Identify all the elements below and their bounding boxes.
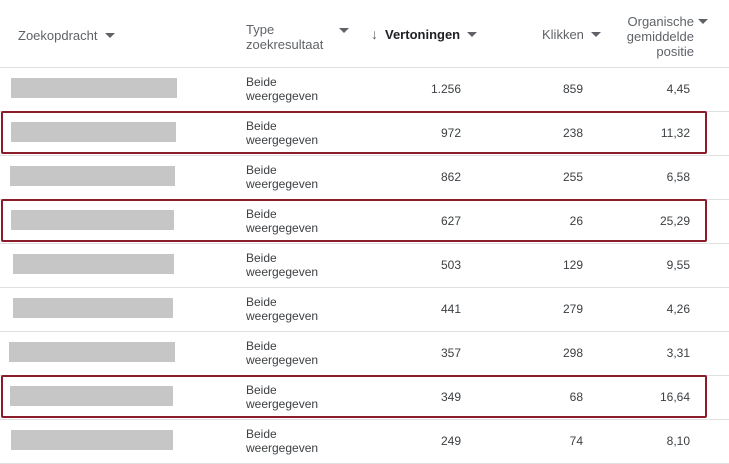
column-header-query-label: Zoekopdracht [18,28,98,43]
caret-down-icon [467,32,478,37]
result-type-line1: Beide [246,295,277,309]
result-type-cell: Beide weergegeven [246,251,318,279]
position-cell: 4,26 [666,302,690,316]
pos-label-line2: gemiddelde [626,29,694,44]
result-type-line2: weergegeven [246,89,319,103]
result-type-line1: Beide [246,427,277,441]
position-cell: 6,58 [666,170,690,184]
redacted-query [10,386,173,406]
result-type-cell: Beide weergegeven [246,383,318,411]
table-row[interactable]: Beide weergegeven 862 255 6,58 [0,156,729,200]
result-type-line2: weergegeven [246,133,319,147]
views-cell: 441 [440,302,461,316]
result-type-line2: weergegeven [246,441,319,455]
column-header-position[interactable]: Organische gemiddelde positie [0,14,708,59]
result-type-cell: Beide weergegeven [246,339,318,367]
position-cell: 3,31 [666,346,690,360]
column-header-views[interactable]: ↓ Vertoningen [371,26,478,42]
position-cell: 25,29 [659,214,690,228]
result-type-line2: weergegeven [246,309,319,323]
table-row[interactable]: Beide weergegeven 503 129 9,55 [0,244,729,288]
result-type-cell: Beide weergegeven [246,207,318,235]
redacted-query [13,254,174,274]
result-type-line2: weergegeven [246,177,319,191]
views-cell: 862 [440,170,461,184]
result-type-cell: Beide weergegeven [246,75,318,103]
type-label-line1: Type [246,22,275,37]
clicks-cell: 238 [562,126,583,140]
clicks-cell: 74 [569,434,583,448]
table-row[interactable]: Beide weergegeven 627 26 25,29 [0,200,729,244]
position-cell: 4,45 [666,82,690,96]
table-header: Zoekopdracht Type zoekresultaat ↓ Vertoni… [0,0,729,68]
clicks-cell: 129 [562,258,583,272]
redacted-query [11,430,173,450]
result-type-cell: Beide weergegeven [246,119,318,147]
result-type-line1: Beide [246,207,277,221]
redacted-query [13,298,173,318]
table-row[interactable]: Beide weergegeven 972 238 11,32 [0,112,729,156]
result-type-line1: Beide [246,339,277,353]
pos-label-line3: positie [656,44,694,59]
views-cell: 1.256 [430,82,461,96]
position-cell: 16,64 [659,390,690,404]
result-type-line2: weergegeven [246,353,319,367]
result-type-line1: Beide [246,119,277,133]
views-cell: 627 [440,214,461,228]
column-header-type[interactable]: Type zoekresultaat [246,22,349,52]
clicks-cell: 255 [562,170,583,184]
caret-down-icon [339,28,349,33]
caret-down-icon [104,33,115,38]
caret-down-icon [698,19,708,24]
table-row[interactable]: Beide weergegeven 357 298 3,31 [0,332,729,376]
table-row[interactable]: Beide weergegeven 1.256 859 4,45 [0,68,729,112]
redacted-query [11,78,177,98]
pos-label-line1: Organische [627,14,694,29]
redacted-query [11,122,176,142]
column-header-query[interactable]: Zoekopdracht [18,28,115,43]
views-cell: 503 [440,258,461,272]
table-row[interactable]: Beide weergegeven 249 74 8,10 [0,420,729,464]
views-cell: 249 [440,434,461,448]
result-type-cell: Beide weergegeven [246,295,318,323]
result-type-line2: weergegeven [246,397,319,411]
result-type-line1: Beide [246,75,277,89]
views-cell: 349 [440,390,461,404]
result-type-line1: Beide [246,251,277,265]
column-header-clicks[interactable]: Klikken [542,27,601,42]
clicks-cell: 279 [562,302,583,316]
clicks-cell: 68 [569,390,583,404]
result-type-line1: Beide [246,163,277,177]
column-header-clicks-label: Klikken [542,27,584,42]
redacted-query [11,210,174,230]
arrow-down-icon: ↓ [371,26,378,42]
clicks-cell: 298 [562,346,583,360]
result-type-cell: Beide weergegeven [246,427,318,455]
position-cell: 11,32 [660,126,690,140]
result-type-line2: weergegeven [246,265,319,279]
result-type-line2: weergegeven [246,221,319,235]
redacted-query [10,166,175,186]
table-row[interactable]: Beide weergegeven 349 68 16,64 [0,376,729,420]
position-cell: 9,55 [666,258,690,272]
clicks-cell: 26 [569,214,583,228]
views-cell: 972 [440,126,461,140]
clicks-cell: 859 [562,82,583,96]
column-header-type-label: Type zoekresultaat [246,22,323,52]
views-cell: 357 [440,346,461,360]
redacted-query [9,342,175,362]
type-label-line2: zoekresultaat [246,37,324,52]
column-header-views-label: Vertoningen [385,27,461,42]
result-type-cell: Beide weergegeven [246,163,318,191]
caret-down-icon [590,32,601,37]
result-type-line1: Beide [246,383,277,397]
position-cell: 8,10 [666,434,690,448]
column-header-position-label: Organische gemiddelde positie [627,14,694,59]
table-row[interactable]: Beide weergegeven 441 279 4,26 [0,288,729,332]
